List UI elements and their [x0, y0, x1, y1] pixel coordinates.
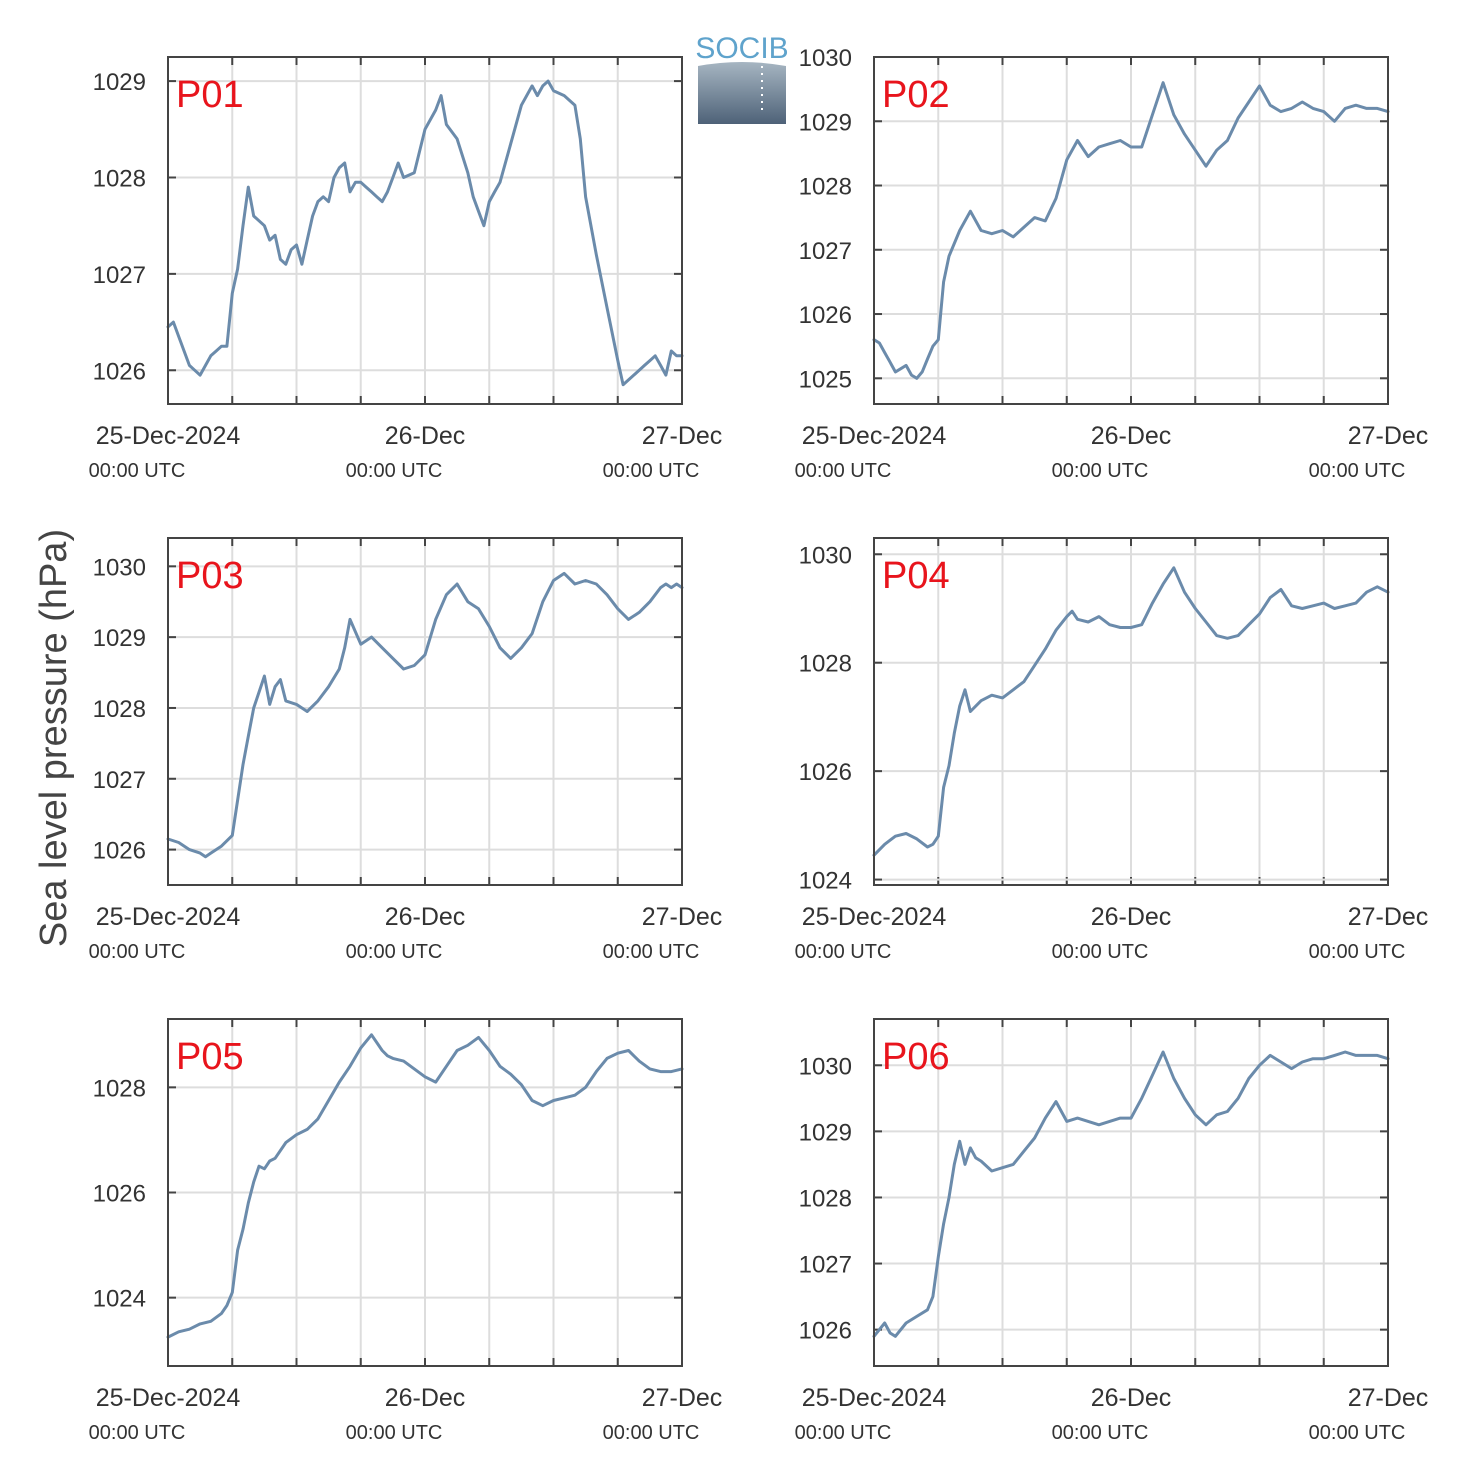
y-tick-label: 1029 — [799, 1119, 852, 1146]
x-tick-date-label: 26-Dec — [1091, 903, 1172, 931]
x-tick-time-label: 00:00 UTC — [1052, 460, 1149, 482]
x-tick-date-label: 27-Dec — [1348, 1384, 1429, 1412]
x-tick-time-label: 00:00 UTC — [89, 941, 186, 963]
series-line-p03 — [166, 571, 684, 859]
y-tick-label: 1025 — [799, 366, 852, 393]
x-tick-time-label: 00:00 UTC — [1052, 941, 1149, 963]
x-tick-date-label: 26-Dec — [1091, 422, 1172, 450]
y-tick-label: 1027 — [93, 767, 146, 794]
y-tick-label: 1028 — [93, 165, 146, 192]
x-tick-date-label: 26-Dec — [385, 422, 466, 450]
x-tick-time-label: 00:00 UTC — [1309, 941, 1406, 963]
panel-label: P02 — [882, 74, 950, 116]
chart-panel-p05: 1024 1026 1028 P05 25-Dec-2024 00:00 UTC 26-De… — [89, 1018, 723, 1444]
series-line-p04 — [872, 566, 1390, 857]
y-tick-label: 1026 — [799, 302, 852, 329]
x-tick-time-label: 00:00 UTC — [346, 941, 443, 963]
y-tick-label: 1029 — [93, 69, 146, 96]
y-tick-label: 1026 — [799, 759, 852, 786]
x-tick-date-label: 25-Dec-2024 — [96, 903, 241, 931]
y-tick-label: 1030 — [93, 554, 146, 581]
chart-panel-p01: 1026 1027 1028 1029 P01 25-Dec-2024 00:00 UTC 2… — [89, 56, 723, 482]
y-tick-label: 1027 — [93, 262, 146, 289]
x-tick-date-label: 27-Dec — [642, 903, 723, 931]
series-line-p05 — [166, 1033, 684, 1339]
series-line-p02 — [872, 81, 1390, 380]
x-tick-date-label: 27-Dec — [1348, 903, 1429, 931]
x-tick-date-label: 27-Dec — [1348, 422, 1429, 450]
plot-frame — [167, 1018, 683, 1367]
x-tick-date-label: 25-Dec-2024 — [802, 422, 947, 450]
x-tick-date-label: 26-Dec — [385, 1384, 466, 1412]
series-line-p06 — [872, 1050, 1390, 1338]
y-tick-label: 1026 — [93, 838, 146, 865]
y-tick-label: 1030 — [799, 1053, 852, 1080]
panel-label: P03 — [176, 555, 244, 597]
socib-logo-text: SOCIB — [695, 32, 788, 65]
x-tick-time-label: 00:00 UTC — [1309, 460, 1406, 482]
y-tick-label: 1029 — [799, 109, 852, 136]
x-tick-time-label: 00:00 UTC — [603, 941, 700, 963]
x-tick-time-label: 00:00 UTC — [795, 460, 892, 482]
x-tick-time-label: 00:00 UTC — [603, 460, 700, 482]
x-tick-time-label: 00:00 UTC — [89, 1422, 186, 1444]
y-tick-label: 1027 — [799, 238, 852, 265]
x-tick-time-label: 00:00 UTC — [795, 941, 892, 963]
y-tick-label: 1028 — [799, 1185, 852, 1212]
panel-label: P06 — [882, 1036, 950, 1078]
panel-label: P01 — [176, 74, 244, 116]
y-tick-label: 1026 — [93, 358, 146, 385]
y-tick-label: 1028 — [93, 696, 146, 723]
x-tick-date-label: 25-Dec-2024 — [802, 1384, 947, 1412]
y-tick-label: 1028 — [799, 174, 852, 201]
y-tick-label: 1026 — [93, 1181, 146, 1208]
plot-frame — [167, 56, 683, 405]
x-tick-date-label: 25-Dec-2024 — [802, 903, 947, 931]
x-tick-time-label: 00:00 UTC — [346, 460, 443, 482]
x-tick-time-label: 00:00 UTC — [1052, 1422, 1149, 1444]
plot-frame — [873, 1018, 1389, 1367]
y-tick-label: 1024 — [799, 868, 852, 895]
y-tick-label: 1030 — [799, 45, 852, 72]
y-tick-label: 1030 — [799, 542, 852, 569]
y-tick-label: 1028 — [93, 1075, 146, 1102]
x-tick-date-label: 26-Dec — [385, 903, 466, 931]
x-tick-date-label: 27-Dec — [642, 422, 723, 450]
x-tick-time-label: 00:00 UTC — [603, 1422, 700, 1444]
panel-label: P05 — [176, 1036, 244, 1078]
x-tick-time-label: 00:00 UTC — [1309, 1422, 1406, 1444]
y-axis-label: Sea level pressure (hPa) — [33, 529, 75, 947]
chart-panel-p06: 1026 1027 1028 1029 1030 P06 25-Dec-2024 00:00 … — [795, 1018, 1429, 1444]
x-tick-date-label: 26-Dec — [1091, 1384, 1172, 1412]
plot-frame — [167, 537, 683, 886]
chart-panel-p04: 1024 1026 1028 1030 P04 25-Dec-2024 00:00 UTC 2… — [795, 537, 1429, 963]
x-tick-time-label: 00:00 UTC — [346, 1422, 443, 1444]
x-tick-date-label: 27-Dec — [642, 1384, 723, 1412]
y-tick-label: 1024 — [93, 1286, 146, 1313]
plot-frame — [873, 537, 1389, 886]
y-tick-label: 1027 — [799, 1252, 852, 1279]
y-tick-label: 1028 — [799, 651, 852, 678]
x-tick-date-label: 25-Dec-2024 — [96, 1384, 241, 1412]
y-tick-label: 1026 — [799, 1318, 852, 1345]
x-tick-time-label: 00:00 UTC — [795, 1422, 892, 1444]
chart-panel-p02: 1025 1026 1027 1028 1029 1030 P02 25-Dec-2024 00… — [795, 45, 1429, 482]
panel-label: P04 — [882, 555, 950, 597]
x-tick-date-label: 25-Dec-2024 — [96, 422, 241, 450]
series-line-p01 — [166, 79, 684, 387]
y-tick-label: 1029 — [93, 625, 146, 652]
socib-logo: SOCIB — [695, 32, 789, 124]
x-tick-time-label: 00:00 UTC — [89, 460, 186, 482]
chart-panel-p03: 1026 1027 1028 1029 1030 P03 25-Dec-2024 00:00 … — [89, 537, 723, 963]
plot-frame — [873, 56, 1389, 405]
